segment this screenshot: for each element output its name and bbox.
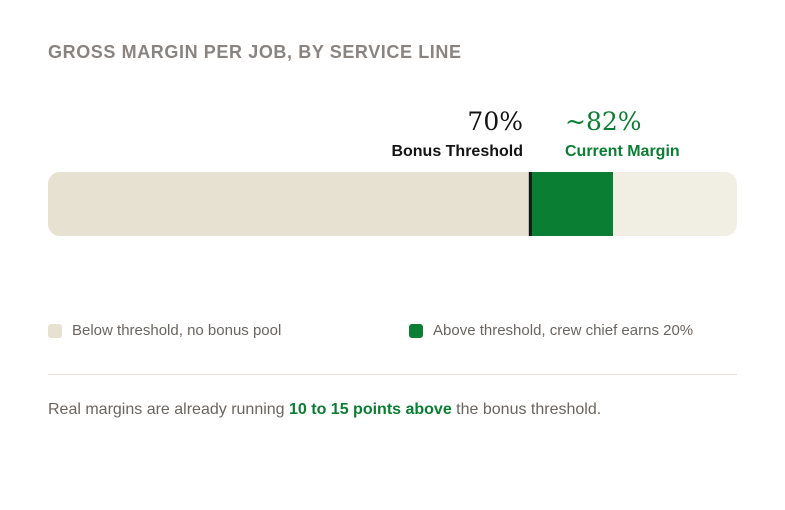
legend-item-below: Below threshold, no bonus pool (48, 322, 281, 339)
legend-swatch-below (48, 323, 62, 338)
threshold-label: Bonus Threshold (391, 143, 523, 160)
footnote-text-end: the bonus threshold. (451, 401, 602, 418)
footnote-highlight: 10 to 15 points above (289, 401, 452, 418)
threshold-value: 70% (467, 107, 523, 136)
current-margin-value: ~82% (565, 107, 642, 136)
footnote-text-start: Real margins are already running (48, 401, 290, 418)
legend-label-below: Below threshold, no bonus pool (72, 322, 282, 339)
bar-segment-above-threshold (530, 172, 613, 236)
bar-segment-below-threshold (48, 172, 531, 236)
chart-title: GROSS MARGIN PER JOB, BY SERVICE LINE (48, 42, 462, 62)
legend-item-above: Above threshold, crew chief earns 20% (409, 322, 693, 339)
legend-swatch-above (409, 323, 423, 338)
divider (48, 374, 737, 375)
footnote: Real margins are already running 10 to 1… (48, 401, 601, 419)
current-margin-marker-label: ~82% Current Margin (565, 108, 680, 162)
threshold-marker-label: 70% Bonus Threshold (391, 108, 523, 162)
current-margin-label: Current Margin (565, 143, 680, 160)
threshold-line (528, 172, 532, 236)
legend-label-above: Above threshold, crew chief earns 20% (433, 322, 694, 339)
margin-bar-chart (48, 172, 737, 236)
